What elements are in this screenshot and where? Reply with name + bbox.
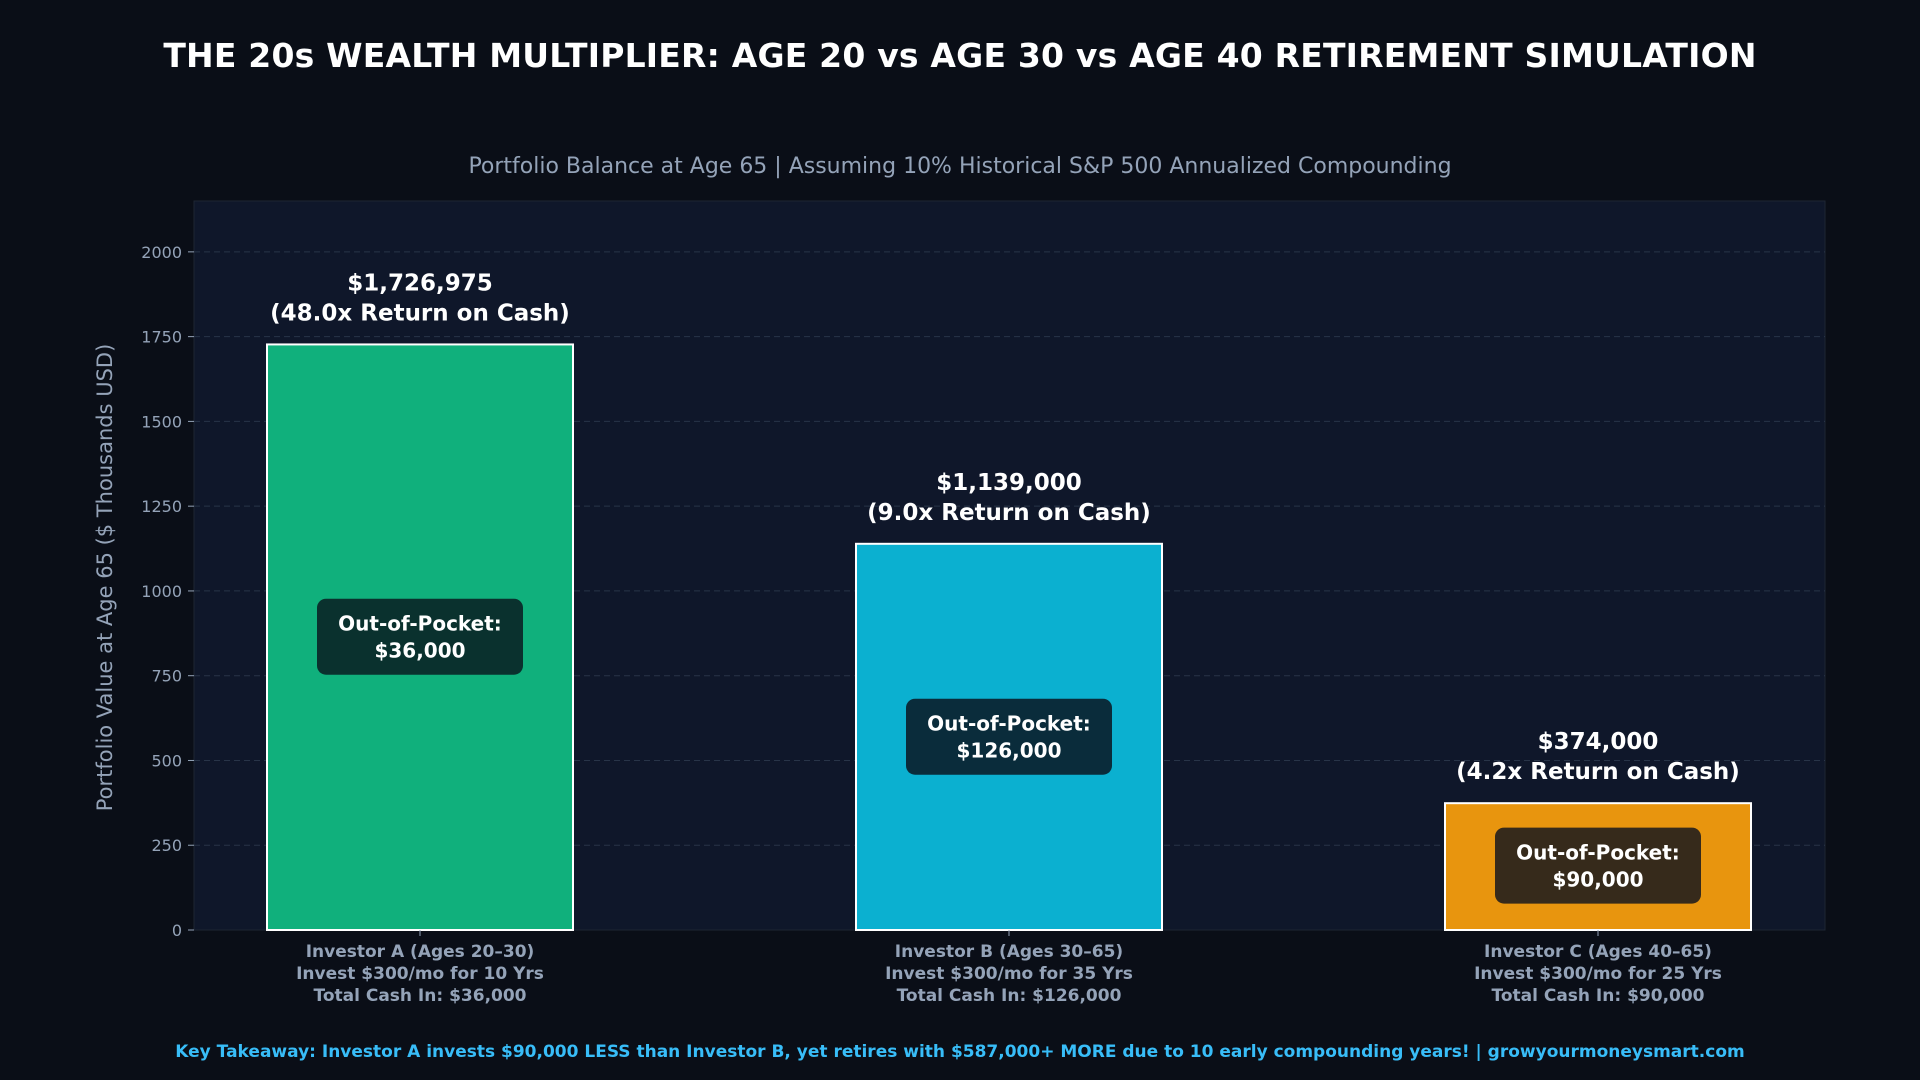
y-axis-label: Portfolio Value at Age 65 ($ Thousands U… <box>93 344 117 812</box>
bar-value-label: $1,139,000 <box>936 470 1082 496</box>
x-tick-label: Invest $300/mo for 35 Yrs <box>885 964 1133 984</box>
out-of-pocket-box <box>317 598 523 675</box>
x-tick-label: Invest $300/mo for 10 Yrs <box>296 964 544 984</box>
y-tick-label: 1250 <box>141 497 182 516</box>
chart-subtitle: Portfolio Balance at Age 65 | Assuming 1… <box>468 154 1452 179</box>
y-tick-label: 250 <box>151 836 182 855</box>
x-tick-label: Investor A (Ages 20–30) <box>306 942 535 962</box>
y-tick-label: 2000 <box>141 243 182 262</box>
x-tick-label: Total Cash In: $36,000 <box>313 986 526 1006</box>
y-tick-label: 1750 <box>141 328 182 347</box>
bar-value-label: $1,726,975 <box>347 270 493 296</box>
out-of-pocket-label: Out-of-Pocket: <box>927 712 1091 736</box>
x-tick-label: Invest $300/mo for 25 Yrs <box>1474 964 1722 984</box>
y-tick-label: 1000 <box>141 582 182 601</box>
out-of-pocket-amount: $90,000 <box>1552 868 1643 892</box>
out-of-pocket-label: Out-of-Pocket: <box>1516 841 1680 865</box>
bar-return-label: (4.2x Return on Cash) <box>1456 759 1740 785</box>
out-of-pocket-box <box>906 698 1112 775</box>
bar-value-label: $374,000 <box>1538 729 1659 755</box>
out-of-pocket-box <box>1495 827 1701 904</box>
x-tick-label: Total Cash In: $90,000 <box>1491 986 1704 1006</box>
key-takeaway-footer: Key Takeaway: Investor A invests $90,000… <box>175 1042 1745 1062</box>
y-tick-label: 750 <box>151 667 182 686</box>
bar-return-label: (9.0x Return on Cash) <box>867 500 1151 526</box>
out-of-pocket-label: Out-of-Pocket: <box>338 612 502 636</box>
chart-title: THE 20s WEALTH MULTIPLIER: AGE 20 vs AGE… <box>163 36 1757 75</box>
y-tick-label: 1500 <box>141 412 182 431</box>
out-of-pocket-amount: $36,000 <box>374 639 465 663</box>
bar-return-label: (48.0x Return on Cash) <box>270 300 570 326</box>
x-tick-label: Total Cash In: $126,000 <box>897 986 1122 1006</box>
out-of-pocket-amount: $126,000 <box>956 739 1061 763</box>
x-tick-label: Investor C (Ages 40–65) <box>1484 942 1712 962</box>
y-tick-label: 0 <box>172 921 182 940</box>
x-tick-label: Investor B (Ages 30–65) <box>895 942 1123 962</box>
y-tick-label: 500 <box>151 751 182 770</box>
